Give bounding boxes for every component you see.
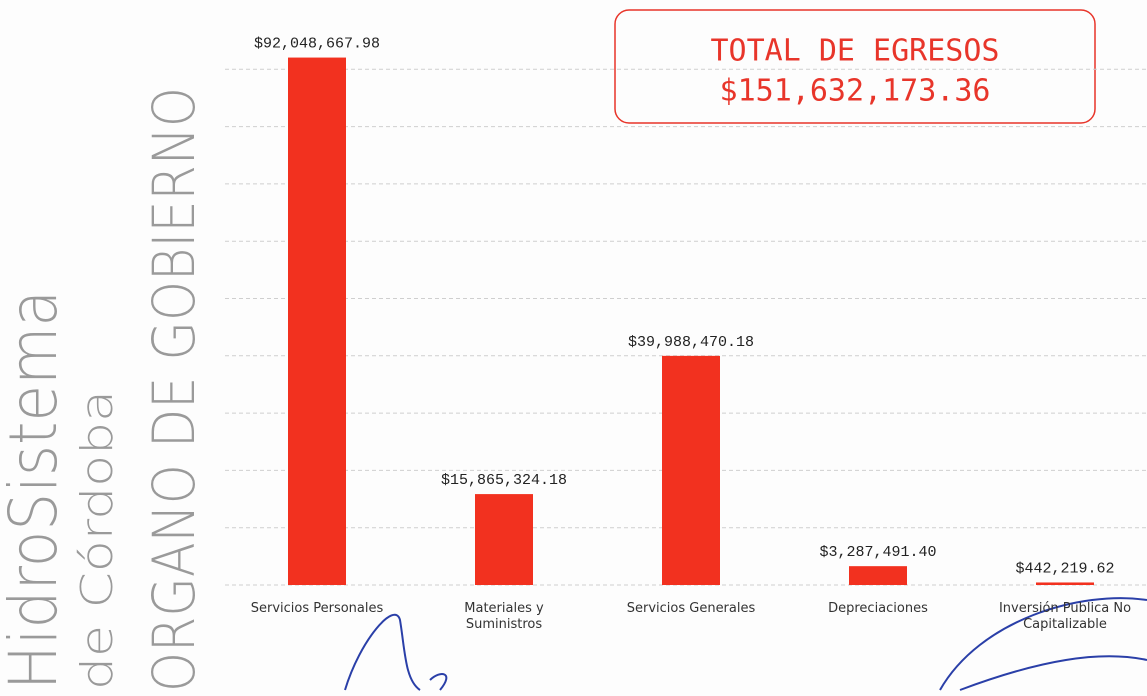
x-tick-label: Servicios Personales: [250, 601, 384, 616]
value-label: $15,865,324.18: [441, 472, 567, 489]
signature: [939, 597, 1147, 691]
bar: [475, 494, 533, 585]
x-tick-label: Inversión Publica No Capitalizable: [998, 601, 1132, 632]
value-label: $442,219.62: [1015, 560, 1114, 577]
logo-place: de Córdoba: [72, 390, 123, 690]
bar: [1036, 582, 1094, 585]
x-tick-label: Servicios Generales: [626, 601, 756, 616]
total-title: TOTAL DE EGRESOS: [711, 34, 1000, 69]
signature: [344, 613, 448, 691]
logo-unit: ORGANO DE GOBIERNO: [140, 87, 208, 692]
bar: [662, 355, 720, 585]
value-label: $92,048,667.98: [254, 36, 380, 53]
total-value: $151,632,173.36: [720, 74, 991, 109]
x-tick-label: Depreciaciones: [828, 601, 928, 616]
bar: [849, 566, 907, 585]
bar: [288, 57, 346, 585]
total-box: [614, 9, 1096, 124]
value-label: $39,988,470.18: [628, 334, 754, 351]
x-tick-label: Materiales y Suministros: [464, 601, 544, 632]
logo-name: HidroSistema: [0, 290, 72, 690]
value-label: $3,287,491.40: [819, 544, 936, 561]
